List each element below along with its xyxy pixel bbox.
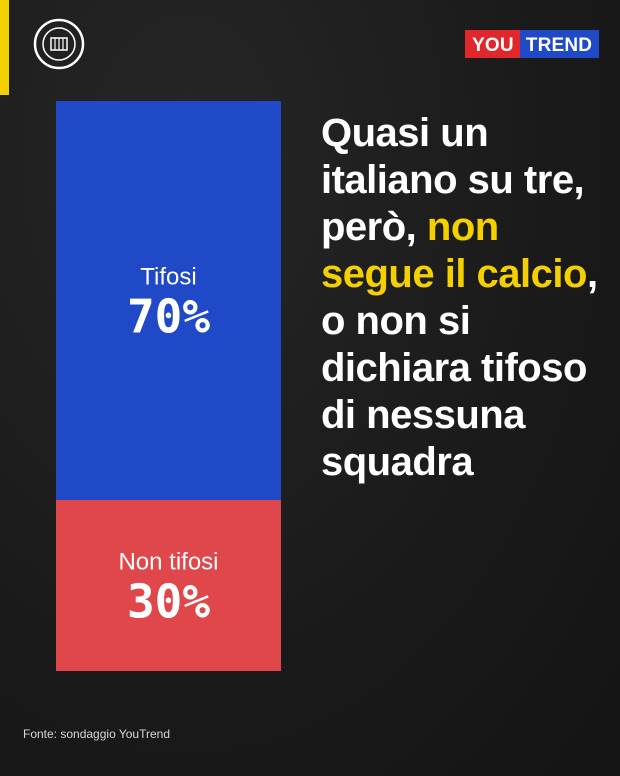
value-label: 70% — [127, 290, 210, 344]
cronache-seal-logo — [33, 18, 85, 70]
bar-segment-tifosi — [56, 101, 281, 500]
bar-segment-non-tifosi — [56, 500, 281, 671]
headline: Quasi un italiano su tre, però, non segu… — [321, 110, 611, 486]
category-label: Non tifosi — [118, 549, 218, 576]
brand-trend: TREND — [519, 30, 600, 58]
brand-you: YOU — [465, 30, 520, 58]
headline-highlight: non segue il calcio — [321, 205, 587, 296]
youtrend-logo: YOU TREND — [465, 30, 600, 58]
category-label: Tifosi — [140, 264, 196, 291]
headline-text: Quasi un italiano su tre, però, — [321, 111, 585, 249]
accent-stripe — [0, 0, 9, 95]
value-label: 30% — [127, 575, 210, 629]
source-note: Fonte: sondaggio YouTrend — [23, 727, 171, 741]
headline-text-end: , o non si dichiara tifoso di nessuna sq… — [321, 252, 598, 484]
